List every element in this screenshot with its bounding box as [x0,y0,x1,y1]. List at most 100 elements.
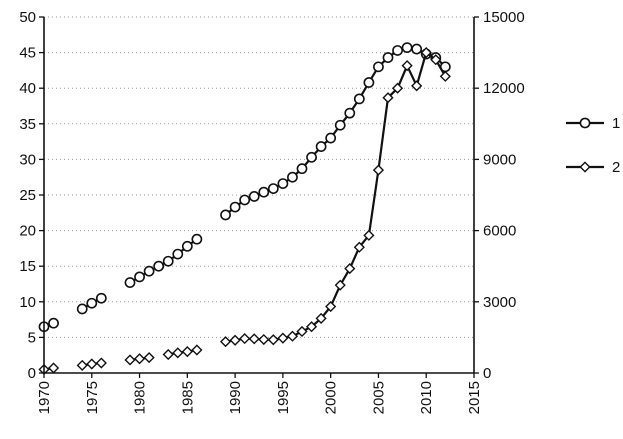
series-1-point-1981 [143,265,155,277]
series-1-point-1975 [86,297,98,309]
series-2-point-2000 [325,300,337,313]
legend-label-1: 1 [612,115,620,132]
x-tick-label-9: 2015 [466,381,483,414]
series-1-point-2006 [382,52,394,63]
series-1-point-2003 [353,93,365,105]
left-tick-label-10: 50 [19,9,36,26]
series-2-point-1993 [258,333,270,346]
left-tick-label-9: 45 [19,45,36,62]
series-2-point-2011 [430,54,442,66]
x-tick-label-5: 1995 [275,381,292,414]
series-1-point-1990 [229,201,241,213]
series-1 [38,42,451,333]
right-tick-label-0: 0 [483,365,491,382]
series-1-point-1976 [95,292,107,304]
series-1-point-2004 [363,77,375,88]
right-tick-label-3: 9000 [483,151,516,168]
legend-entry-2: 2 [566,159,620,176]
right-tick-label-4: 12000 [483,80,525,97]
series-2-point-2009 [411,80,423,92]
left-tick-label-2: 10 [19,294,36,311]
series-2-point-1981 [143,351,155,364]
series-1-point-2001 [334,119,346,131]
series-2-point-2003 [353,241,365,253]
series-1-point-1997 [296,163,308,175]
series-1-point-1994 [267,183,279,194]
x-tick-label-3: 1985 [179,381,196,414]
left-tick-label-0: 0 [28,365,36,382]
series-2-point-2002 [344,262,356,275]
series-1-point-1996 [287,171,298,183]
right-tick-label-1: 3000 [483,294,516,311]
legend: 12 [566,115,620,176]
x-tick-label-6: 2000 [323,381,340,414]
series-1-point-1984 [172,248,184,260]
series-2-point-1984 [172,347,184,359]
series-2-point-1985 [181,346,193,358]
series-1-point-1983 [162,255,174,267]
x-tick-label-7: 2005 [370,381,387,414]
series-1-point-2007 [392,45,403,56]
left-tick-label-7: 35 [19,116,36,133]
series-2-point-1989 [219,336,232,348]
series-2-point-2012 [439,70,451,82]
left-tick-label-4: 20 [19,223,36,240]
right-tick-label-2: 6000 [483,223,516,240]
legend-label-2: 2 [612,159,620,176]
series-2-point-2008 [401,60,413,72]
series-1-point-1998 [306,151,317,163]
series-1-point-1982 [153,260,165,272]
legend-marker-2 [579,161,591,173]
series-1-point-1979 [124,277,136,288]
left-tick-label-3: 15 [19,258,36,275]
left-tick-label-5: 25 [19,187,36,204]
series-2-point-2001 [334,279,346,291]
series-1-point-2009 [411,43,423,55]
x-tick-label-1: 1975 [84,381,101,414]
series-1-point-1974 [76,303,88,315]
series-2-point-1986 [191,344,203,356]
series-2-point-1991 [239,332,251,345]
series-2-point-1983 [162,348,174,361]
series-1-point-1989 [220,209,231,221]
series-2-point-1997 [296,325,308,338]
series-1-point-2008 [401,42,413,54]
series-1-point-1985 [181,240,193,252]
x-tick-label-0: 1970 [36,381,53,414]
x-tick-label-8: 2010 [418,381,435,414]
axes: 0 5 10 15 20 25 30 35 40 45 50 0 3000 6000 9000 12000 15… [19,9,524,414]
series-1-point-1971 [48,317,59,329]
series-2-point-1994 [267,334,279,346]
x-tick-label-2: 1980 [132,381,149,414]
series-2-point-1995 [277,332,289,344]
legend-marker-1 [579,117,591,129]
series-layer [38,42,451,376]
series-2-point-2004 [363,229,375,241]
series-1-point-1999 [315,141,327,152]
series-1-point-2002 [344,107,356,119]
series-1-point-1993 [258,186,270,198]
series-2-point-2006 [382,92,394,104]
left-tick-label-1: 5 [28,329,36,346]
legend-entry-1: 1 [566,115,620,132]
series-2-point-2005 [372,164,385,176]
series-2 [38,47,451,376]
series-1-point-1986 [191,233,203,245]
series-2-point-1974 [76,359,88,371]
series-2-point-2010 [420,47,432,59]
series-2-point-1975 [86,358,98,370]
series-2-point-1976 [95,357,107,369]
left-tick-label-8: 40 [19,80,36,97]
series-2-point-1998 [305,321,318,333]
series-1-point-1992 [248,191,260,202]
right-tick-label-5: 15000 [483,9,525,26]
series-2-point-2007 [391,82,404,94]
series-2-point-1990 [229,334,241,346]
series-2-point-1979 [124,354,136,366]
series-2-point-1999 [315,312,327,325]
series-1-point-1980 [134,271,145,283]
series-2-point-1980 [133,353,146,365]
x-tick-label-4: 1990 [227,381,244,414]
series-1-point-2005 [373,61,384,73]
